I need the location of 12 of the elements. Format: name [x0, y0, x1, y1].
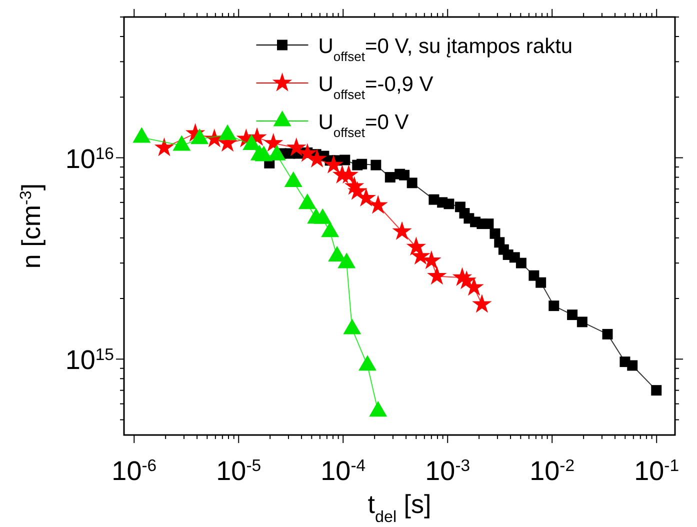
x-tick-label: 10$^{-5}$	[216, 456, 262, 486]
x-tick-label: 10$^{-1}$	[634, 456, 680, 486]
legend-label: U$_{offset}$=0 V, su įtampos raktu	[318, 35, 573, 64]
x-tick-label: 10$^{-6}$	[112, 456, 157, 486]
x-axis-title: t$_{del}$ [s]	[368, 489, 432, 526]
x-tick-label: 10$^{-4}$	[320, 456, 366, 486]
legend-label: U$_{offset}$=0 V	[318, 111, 409, 140]
legend-label: U$_{offset}$=-0,9 V	[318, 73, 434, 102]
x-tick-label: 10$^{-2}$	[530, 456, 575, 486]
y-tick-label: 10$^{15}$	[65, 344, 114, 376]
y-tick-label: 10$^{16}$	[65, 143, 114, 174]
x-tick-label: 10$^{-3}$	[425, 456, 470, 486]
